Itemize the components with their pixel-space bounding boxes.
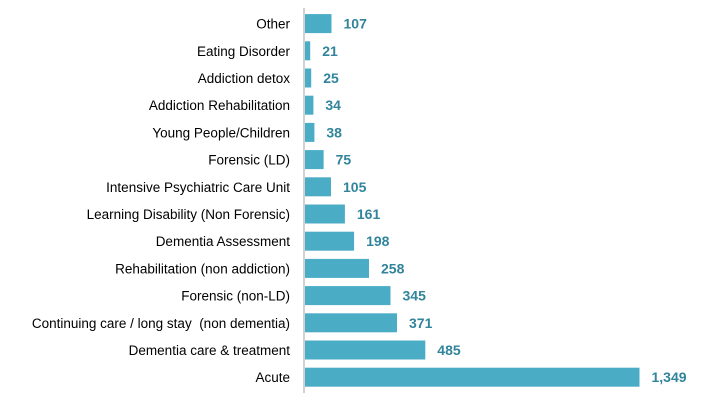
value-label: 38: [326, 124, 342, 140]
bar: [305, 367, 640, 387]
bars-group: [305, 14, 640, 387]
category-label: Addiction Rehabilitation: [149, 98, 290, 113]
bar: [305, 177, 331, 197]
category-label: Addiction detox: [198, 71, 291, 86]
category-label: Young People/Children: [152, 125, 290, 140]
category-label: Continuing care / long stay (non dementi…: [32, 316, 290, 331]
value-label: 198: [366, 233, 390, 249]
value-label: 1,349: [652, 369, 687, 385]
bar: [305, 258, 369, 278]
value-label: 75: [336, 152, 352, 168]
bar: [305, 41, 311, 61]
bar: [305, 68, 312, 88]
value-label: 485: [437, 342, 461, 358]
value-label: 371: [409, 315, 433, 331]
category-label: Dementia care & treatment: [129, 343, 291, 358]
value-label: 34: [325, 97, 341, 113]
bar: [305, 122, 315, 142]
bar: [305, 204, 345, 224]
category-label: Acute: [255, 370, 290, 385]
bar: [305, 150, 324, 170]
category-label: Dementia Assessment: [156, 234, 291, 249]
bar: [305, 313, 397, 333]
bar: [305, 340, 426, 360]
category-label: Eating Disorder: [197, 44, 291, 59]
category-label: Other: [256, 17, 290, 32]
value-label: 105: [343, 179, 367, 195]
value-label: 161: [357, 206, 381, 222]
value-label: 258: [381, 260, 405, 276]
value-label: 345: [403, 288, 427, 304]
category-label: Forensic (non-LD): [181, 289, 290, 304]
category-label: Forensic (LD): [208, 153, 290, 168]
category-label: Rehabilitation (non addiction): [115, 261, 290, 276]
bar: [305, 286, 391, 306]
bar: [305, 14, 332, 34]
category-label: Intensive Psychiatric Care Unit: [106, 180, 290, 195]
category-labels-group: Other Eating Disorder Addiction detox Addic…: [32, 17, 291, 386]
category-label: Learning Disability (Non Forensic): [87, 207, 290, 222]
value-label: 25: [323, 70, 339, 86]
bar: [305, 95, 314, 115]
value-label: 107: [344, 16, 368, 32]
bar: [305, 231, 355, 251]
value-label: 21: [322, 43, 338, 59]
